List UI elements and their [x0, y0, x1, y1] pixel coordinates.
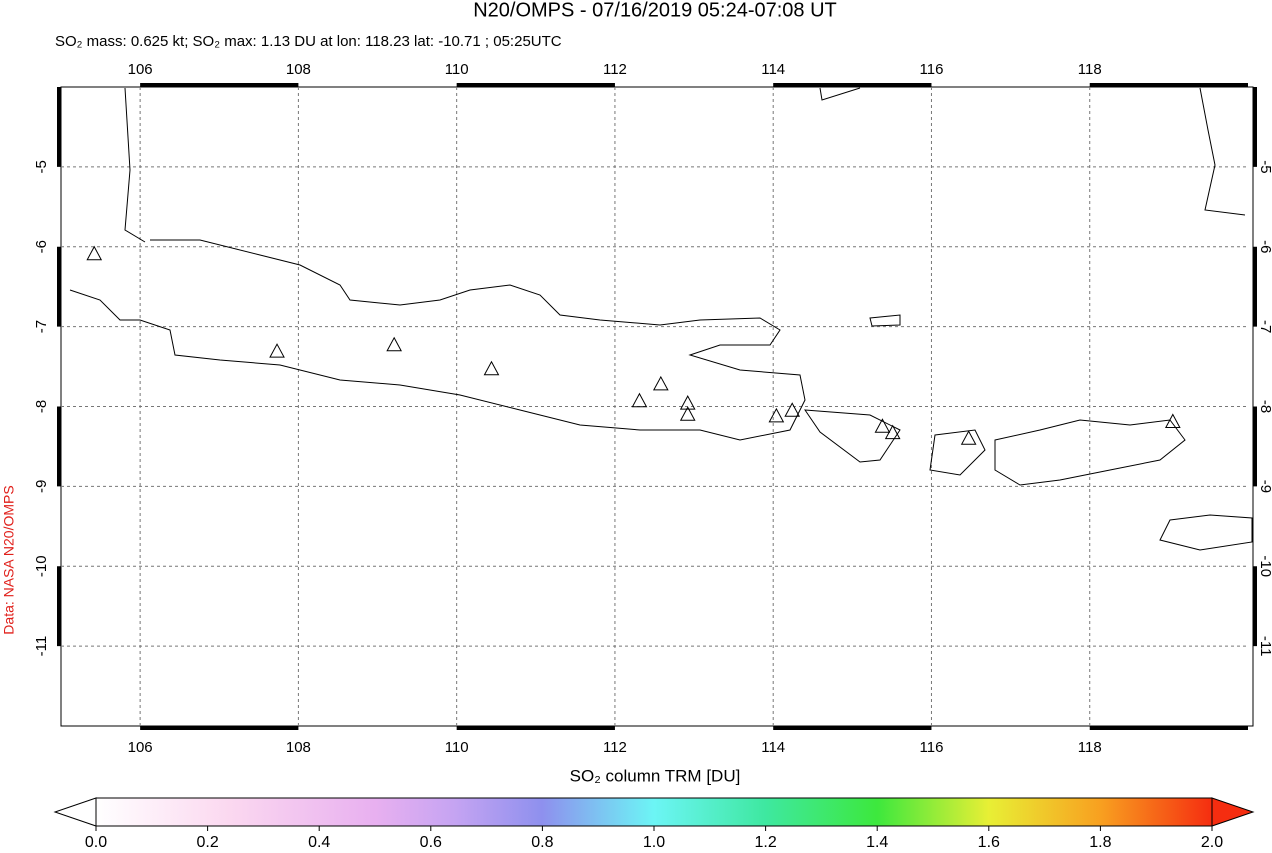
frame-bar	[1253, 406, 1257, 487]
sumbawa	[994, 419, 1186, 486]
frame-bar	[1253, 566, 1257, 647]
frame-bar	[57, 566, 61, 647]
title: N20/OMPS - 07/16/2019 05:24-07:08 UT	[473, 0, 837, 21]
x-tick-label: 108	[286, 739, 311, 756]
frame-bar	[773, 726, 932, 730]
x-tick-label: 110	[445, 739, 469, 756]
volcano	[679, 395, 696, 410]
volcano	[768, 407, 785, 423]
volcano	[874, 418, 891, 433]
coastlines	[69, 87, 1253, 551]
colorbar-tick-label: 0.2	[196, 834, 218, 851]
frame-bar	[773, 83, 932, 87]
axes: 106 106 108 108 110 110 112 112 114 114 116 116 118 1…	[33, 61, 1272, 756]
frame-bar	[1089, 726, 1248, 730]
x-tick-label: 106	[128, 739, 153, 756]
volcano	[784, 402, 801, 417]
volcano	[269, 343, 285, 358]
volcano	[884, 424, 901, 440]
credit: Data: NASA N20/OMPS	[1, 485, 17, 634]
x-tick-label: 108	[286, 61, 311, 78]
x-tick-label: 116	[920, 61, 944, 78]
y-tick-label: -11	[33, 636, 50, 657]
y-tick-label: -9	[33, 480, 50, 493]
x-tick-label: 106	[128, 61, 153, 78]
volcano	[86, 245, 103, 261]
frame-bar	[456, 83, 615, 87]
grid	[61, 87, 1248, 726]
y-tick-label: -6	[1257, 240, 1272, 253]
x-tick-label: 110	[445, 61, 469, 78]
colorbar-label: SO₂ column TRM [DU]	[570, 766, 741, 785]
y-tick-label: -8	[1257, 400, 1272, 413]
colorbar-tick-label: 0.6	[420, 834, 442, 851]
sumatra	[124, 87, 146, 243]
volcano	[1164, 413, 1181, 428]
colorbar-tick-label: 1.4	[866, 834, 888, 851]
colorbar-tick-label: 1.0	[643, 834, 665, 851]
frame-bar	[140, 83, 299, 87]
colorbar-over	[1211, 797, 1255, 827]
frame-bar	[1253, 246, 1257, 327]
colorbar-tick-label: 2.0	[1201, 834, 1223, 851]
colorbar-under	[53, 797, 97, 827]
x-tick-label: 112	[603, 739, 627, 756]
volcano	[483, 360, 500, 376]
volcanoes	[86, 245, 1181, 445]
colorbar-tick-label: 1.2	[754, 834, 776, 851]
x-tick-label: 118	[1078, 739, 1102, 756]
volcano	[631, 392, 648, 408]
y-tick-label: -10	[1257, 555, 1272, 577]
borneo	[819, 87, 861, 101]
colorbar-ticks: 0.0 0.2 0.4 0.6 0.8 1.0 1.2 1.4 1.6 1.8 2.0	[85, 826, 1223, 851]
frame-bar	[456, 726, 615, 730]
x-tick-label: 112	[603, 61, 627, 78]
colorbar	[95, 797, 1213, 827]
colorbar-tick-label: 0.8	[531, 834, 553, 851]
colorbar-tick-label: 0.0	[85, 834, 107, 851]
y-tick-label: -7	[33, 320, 50, 333]
y-tick-label: -7	[1257, 320, 1272, 333]
y-tick-label: -10	[33, 555, 50, 577]
colorbar-tick-label: 0.4	[308, 834, 330, 851]
frame-bar	[1253, 87, 1257, 167]
frame-bar	[57, 246, 61, 327]
x-tick-label: 114	[761, 61, 785, 78]
x-tick-label: 116	[920, 739, 944, 756]
madura	[869, 314, 901, 327]
volcano	[960, 430, 977, 445]
y-tick-label: -5	[1257, 160, 1272, 173]
volcano	[679, 406, 696, 421]
x-tick-label: 114	[761, 739, 785, 756]
sulawesi	[1199, 87, 1246, 216]
y-tick-label: -5	[33, 160, 50, 173]
frame-bar	[57, 406, 61, 487]
y-tick-label: -11	[1257, 636, 1272, 657]
volcano	[652, 375, 669, 391]
frame-bar	[140, 726, 299, 730]
bali	[804, 409, 901, 463]
x-tick-label: 118	[1078, 61, 1102, 78]
frame-bar	[57, 87, 61, 167]
y-tick-label: -9	[1257, 480, 1272, 493]
colorbar-tick-label: 1.8	[1089, 834, 1111, 851]
y-tick-label: -8	[33, 400, 50, 413]
colorbar-tick-label: 1.6	[978, 834, 1000, 851]
java	[69, 239, 806, 441]
y-tick-label: -6	[33, 240, 50, 253]
volcano	[386, 336, 402, 352]
frame-bar	[1089, 83, 1248, 87]
sumba	[1159, 514, 1253, 551]
subtitle: SO₂ mass: 0.625 kt; SO₂ max: 1.13 DU at …	[55, 33, 562, 50]
